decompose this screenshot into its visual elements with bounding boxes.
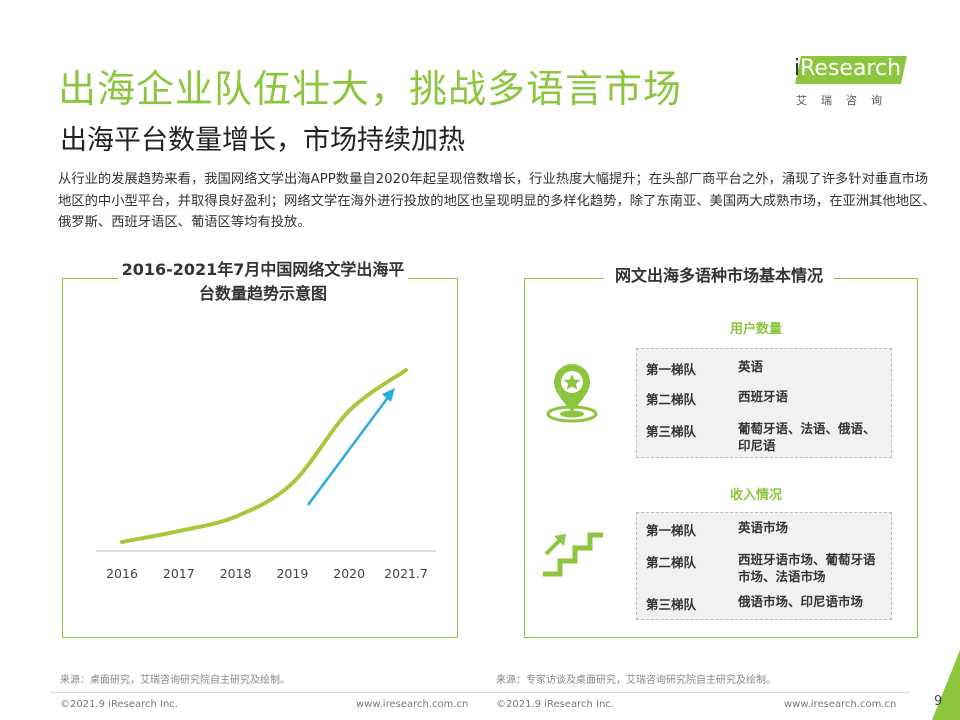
revenue-tier-3-value: 俄语市场、印尼语市场	[738, 594, 864, 609]
users-tier-1: 第一梯队	[646, 362, 697, 377]
map-pin-star-icon	[546, 364, 598, 423]
revenue-tier-2: 第二梯队	[646, 555, 697, 570]
users-tier-2: 第二梯队	[646, 392, 697, 407]
page-corner-accent	[932, 650, 960, 720]
footer-divider	[50, 692, 910, 693]
stairs-growth-icon	[543, 532, 603, 577]
x-tick-label: 2017	[163, 566, 195, 581]
url-left: www.iresearch.com.cn	[356, 699, 469, 710]
copyright-right: ©2021.9 iResearch Inc.	[496, 699, 614, 710]
x-tick-label: 2016	[106, 566, 138, 581]
trend-line	[120, 368, 408, 544]
revenue-tier-2-value: 西班牙语市场、葡萄牙语市场、法语市场	[738, 552, 876, 584]
page-title: 出海企业队伍壮大，挑战多语言市场	[58, 67, 683, 111]
users-tier-table	[636, 348, 892, 458]
url-right: www.iresearch.com.cn	[784, 699, 897, 710]
x-tick-label: 2019	[276, 566, 308, 581]
intro-paragraph: 从行业的发展趋势来看，我国网络文学出海APP数量自2020年起呈现倍数增长，行业…	[58, 172, 936, 230]
page-number: 9	[934, 694, 943, 709]
x-tick-label: 2018	[220, 566, 252, 581]
iresearch-logo: iResearch 艾瑞咨询	[790, 52, 915, 112]
trend-chart-panel	[62, 278, 458, 638]
users-tier-2-value: 西班牙语	[738, 389, 789, 404]
users-section-label: 用户数量	[730, 322, 783, 337]
trend-chart: 2016 2017 2018 2019 2020 2021.7	[96, 368, 436, 581]
growth-arrow-head	[382, 388, 395, 402]
users-tier-3-value: 葡萄牙语、法语、俄语、印尼语	[738, 421, 876, 453]
source-note-right: 来源：专家访谈及桌面研究，艾瑞咨询研究院自主研究及绘制。	[496, 675, 776, 686]
x-tick-label: 2021.7	[384, 566, 428, 581]
copyright-left: ©2021.9 iResearch Inc.	[60, 699, 178, 710]
page-subtitle: 出海平台数量增长，市场持续加热	[60, 125, 465, 156]
source-note-left: 来源：桌面研究，艾瑞咨询研究院自主研究及绘制。	[60, 675, 290, 686]
x-tick-label: 2020	[333, 566, 365, 581]
market-panel-title: 网文出海多语种市场基本情况	[604, 264, 834, 288]
chart-title: 2016-2021年7月中国网络文学出海平台数量趋势示意图	[118, 258, 408, 306]
revenue-tier-1-value: 英语市场	[738, 520, 789, 535]
users-tier-3: 第三梯队	[646, 424, 697, 439]
revenue-section-label: 收入情况	[730, 488, 783, 503]
revenue-tier-table	[636, 512, 892, 620]
users-tier-1-value: 英语	[738, 359, 764, 374]
revenue-tier-3: 第三梯队	[646, 597, 697, 612]
growth-arrow	[306, 391, 394, 506]
revenue-tier-1: 第一梯队	[646, 523, 697, 538]
